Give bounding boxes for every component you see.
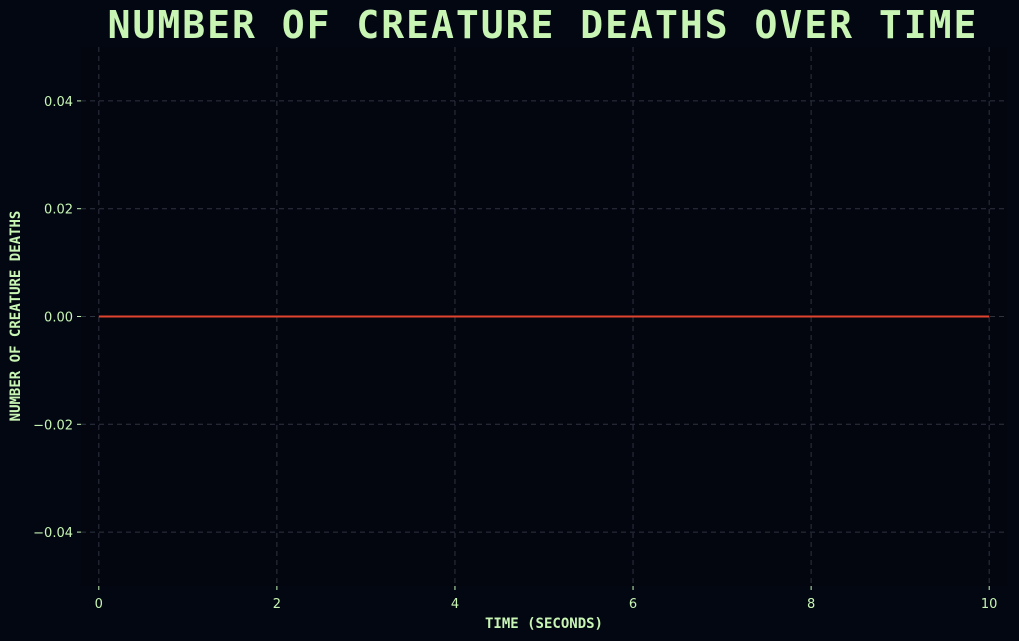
x-tick-label: 0 bbox=[95, 597, 103, 612]
tick-labels: 0 2 4 6 8 10 0.04 0.02 0.00 −0.02 −0.04 bbox=[33, 95, 997, 612]
x-tick-label: 10 bbox=[981, 597, 998, 612]
y-tick-label: −0.04 bbox=[33, 526, 73, 541]
y-tick-label: −0.02 bbox=[33, 418, 73, 433]
x-tick-label: 2 bbox=[273, 597, 281, 612]
x-tick-label: 6 bbox=[629, 597, 637, 612]
x-tick-label: 4 bbox=[451, 597, 459, 612]
y-tick-label: 0.00 bbox=[44, 311, 73, 326]
x-tick-label: 8 bbox=[807, 597, 815, 612]
chart-title: NUMBER OF CREATURE DEATHS OVER TIME bbox=[108, 3, 979, 47]
x-axis-label: TIME (SECONDS) bbox=[485, 616, 603, 632]
y-tick-label: 0.04 bbox=[44, 95, 73, 110]
y-axis-label: NUMBER OF CREATURE DEATHS bbox=[8, 211, 24, 422]
y-tick-label: 0.02 bbox=[44, 203, 73, 218]
